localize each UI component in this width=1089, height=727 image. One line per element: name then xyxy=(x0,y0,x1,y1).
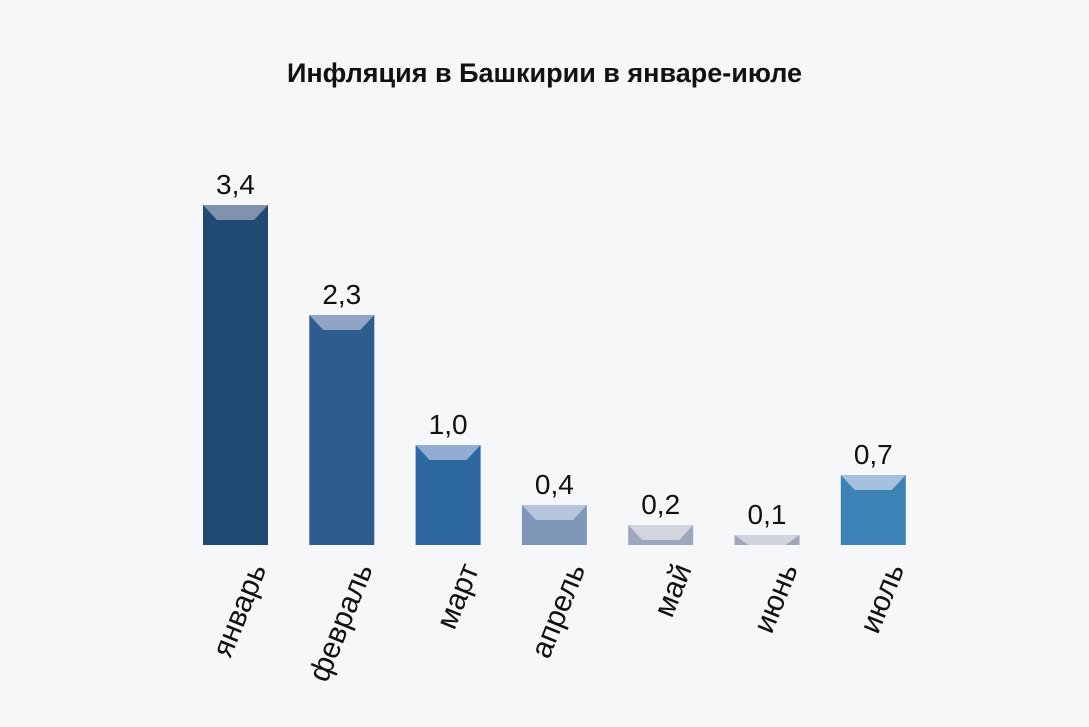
x-tick-label-май: май xyxy=(648,559,699,622)
data-label-март: 1,0 xyxy=(429,409,468,440)
data-label-июнь: 0,1 xyxy=(748,499,787,530)
bar-cap-февраль xyxy=(309,315,375,330)
data-label-май: 0,2 xyxy=(641,489,680,520)
bar-cap-март xyxy=(415,445,481,460)
bar-cap-июль xyxy=(840,475,906,490)
bar-cap-апрель xyxy=(521,505,587,520)
data-label-январь: 3,4 xyxy=(216,169,255,200)
data-label-апрель: 0,4 xyxy=(535,469,574,500)
x-tick-label-апрель: апрель xyxy=(525,559,592,663)
data-label-июль: 0,7 xyxy=(854,439,893,470)
bar-cap-июнь xyxy=(734,535,800,545)
bar-group-4: 0,2 май xyxy=(628,489,698,622)
bar-group-3: 0,4 апрель xyxy=(521,469,592,663)
bar-cap-май xyxy=(628,525,694,540)
x-tick-label-июль: июль xyxy=(854,559,911,638)
bar-cap-январь xyxy=(203,205,268,220)
bar-январь xyxy=(203,205,268,545)
bar-март xyxy=(415,445,481,545)
x-tick-label-март: март xyxy=(430,559,486,634)
bar-group-1: 2,3 февраль xyxy=(303,279,380,686)
data-label-февраль: 2,3 xyxy=(322,279,361,310)
bar-group-2: 1,0 март xyxy=(415,409,486,634)
bar-февраль xyxy=(309,315,375,545)
x-tick-label-февраль: февраль xyxy=(303,559,380,686)
chart-title: Инфляция в Башкирии в январе-июле xyxy=(286,58,803,88)
bar-group-5: 0,1 июнь xyxy=(734,499,805,638)
bar-group-0: 3,4 январь xyxy=(203,169,273,662)
bar-group-6: 0,7 июль xyxy=(840,439,911,638)
x-tick-label-июнь: июнь xyxy=(747,559,804,638)
x-tick-label-январь: январь xyxy=(206,559,273,662)
